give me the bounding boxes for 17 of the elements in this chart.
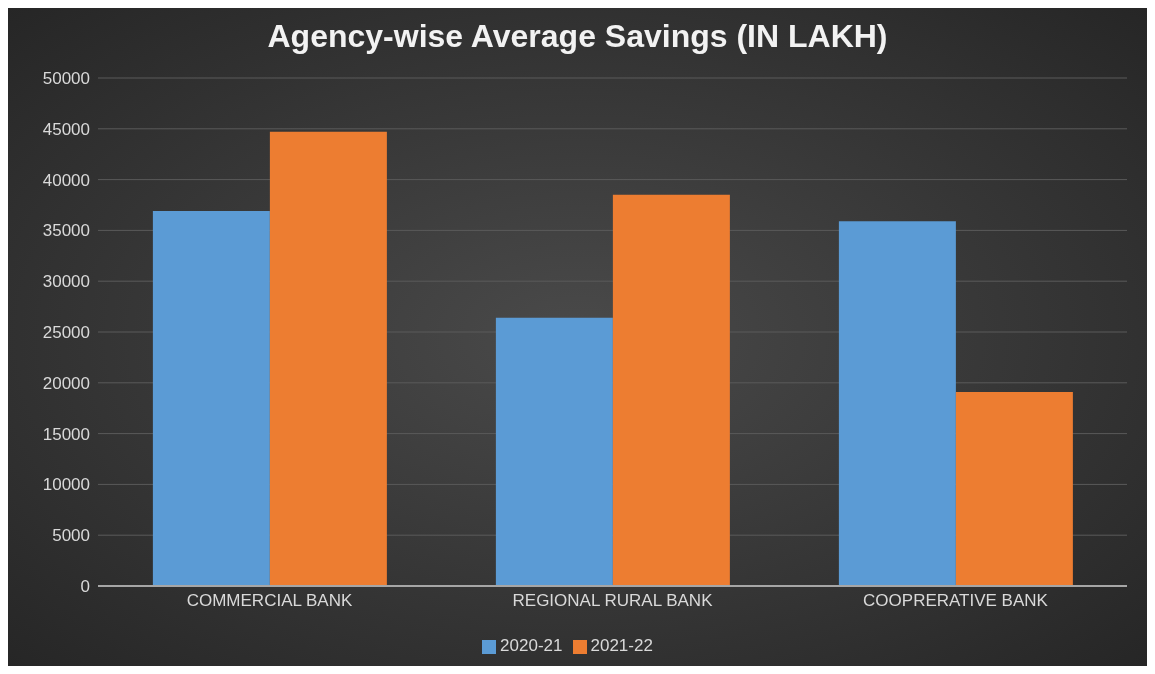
y-tick-label: 45000 [42, 119, 90, 139]
x-tick-label: COOPRERATIVE BANK [863, 591, 1049, 611]
legend-label: 2020-21 [500, 636, 563, 655]
legend-label: 2021-22 [590, 636, 653, 655]
x-tick-label: COMMERCIAL BANK [186, 591, 353, 611]
y-tick-label: 0 [80, 577, 90, 597]
chart-title: Agency-wise Average Savings (IN LAKH) [266, 17, 889, 56]
y-tick-label: 10000 [42, 475, 90, 495]
y-tick-label: 30000 [42, 272, 90, 292]
y-tick-label: 35000 [42, 221, 90, 241]
y-tick-label: 5000 [52, 526, 90, 546]
y-tick-label: 40000 [42, 170, 90, 190]
y-tick-label: 20000 [42, 373, 90, 393]
y-tick-label: 50000 [42, 69, 90, 89]
x-tick-label: REGIONAL RURAL BANK [512, 591, 714, 611]
y-tick-label: 15000 [42, 424, 90, 444]
y-tick-label: 25000 [42, 323, 90, 343]
